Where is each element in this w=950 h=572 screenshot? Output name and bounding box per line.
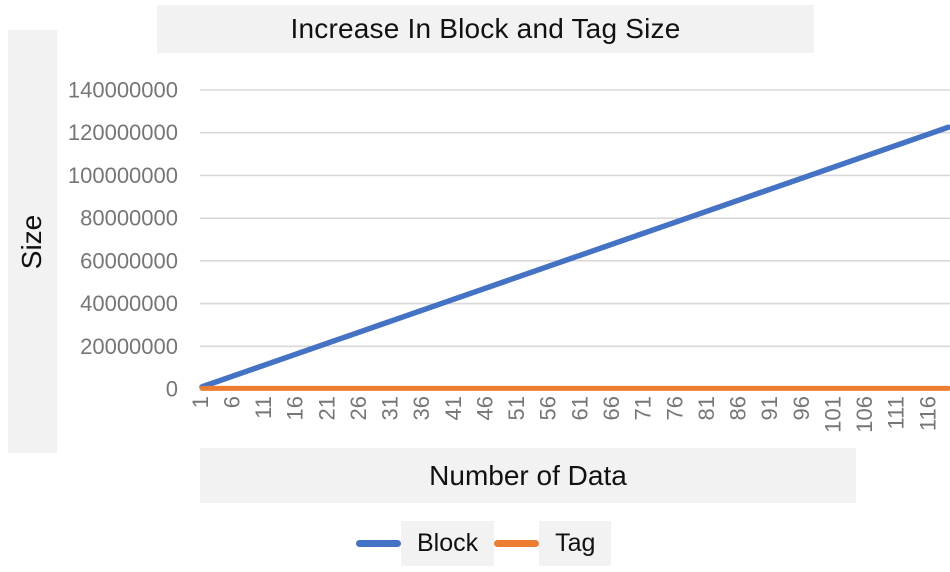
chart-title-band: Increase In Block and Tag Size	[157, 5, 814, 53]
x-tick-label: 31	[378, 396, 403, 420]
x-tick-label: 76	[662, 396, 687, 420]
x-tick-label: 6	[219, 396, 244, 408]
plot-area: 0 20000000 40000000 60000000 80000000 1000000…	[68, 78, 950, 433]
y-tick-label: 120000000	[68, 120, 178, 145]
x-tick-label: 36	[409, 396, 434, 420]
y-tick-label: 140000000	[68, 78, 178, 103]
x-tick-label: 11	[251, 396, 276, 419]
x-tick-label: 41	[441, 396, 466, 420]
x-tick-label: 86	[726, 396, 751, 420]
x-axis-title-band: Number of Data	[200, 448, 856, 503]
x-tick-label: 101	[820, 396, 845, 433]
chart-title: Increase In Block and Tag Size	[290, 13, 681, 44]
legend: Block Tag	[356, 520, 612, 566]
x-tick-label: 51	[504, 396, 529, 420]
x-tick-label: 56	[536, 396, 561, 420]
legend-swatch-block	[356, 539, 401, 547]
x-tick-label: 81	[694, 396, 719, 420]
x-tick-label: 91	[757, 396, 782, 420]
x-axis-title: Number of Data	[429, 459, 627, 491]
x-tick-label: 66	[599, 396, 624, 420]
x-tick-label: 21	[314, 396, 339, 420]
legend-swatch-tag	[494, 539, 540, 547]
x-tick-label: 61	[567, 396, 592, 420]
x-tick-label: 1	[188, 396, 213, 408]
y-tick-label: 0	[166, 377, 178, 402]
y-tick-label: 60000000	[80, 248, 178, 273]
x-tick-label: 26	[346, 396, 371, 420]
y-tick-label: 20000000	[80, 334, 178, 359]
legend-label-tag: Tag	[539, 520, 612, 566]
y-tick-label: 100000000	[68, 163, 178, 188]
x-tick-label: 46	[472, 396, 497, 420]
x-tick-label: 106	[852, 396, 877, 433]
legend-label-block: Block	[401, 520, 495, 566]
x-tick-label: 96	[789, 396, 814, 420]
y-tick-label: 80000000	[80, 206, 178, 231]
series-line-block	[199, 124, 950, 390]
x-tick-label: 116	[915, 396, 940, 431]
y-tick-label: 40000000	[80, 291, 178, 316]
y-axis-title-band: Size	[8, 30, 57, 453]
x-tick-label: 16	[283, 396, 308, 420]
x-tick-label: 71	[631, 396, 656, 420]
x-tick-label: 111	[884, 396, 909, 429]
